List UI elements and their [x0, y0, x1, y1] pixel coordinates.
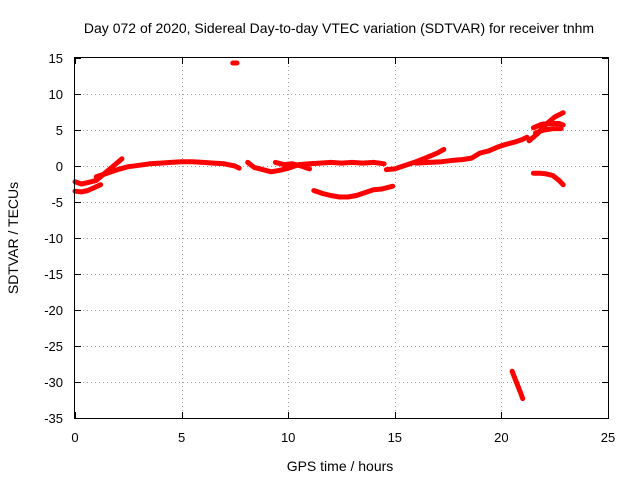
series-seg-12 — [530, 170, 566, 188]
y-tick-label: 5 — [56, 123, 63, 138]
x-tick-label: 20 — [494, 430, 508, 445]
y-tick-label: -35 — [44, 411, 63, 426]
x-tick-label: 5 — [178, 430, 185, 445]
grid-lines — [75, 58, 608, 418]
tick-labels: 0 5 10 15 20 25 15 10 5 0 -5 -10 -15 -20 -25 -30 -35 — [44, 51, 615, 445]
series-seg-13 — [509, 368, 526, 402]
y-axis-label: SDTVAR / TECUs — [5, 182, 21, 294]
series-seg-10 — [530, 121, 566, 131]
y-tick-label: -5 — [51, 195, 63, 210]
x-axis-label: GPS time / hours — [287, 458, 394, 474]
series-seg-8 — [413, 134, 530, 166]
x-tick-label: 0 — [71, 430, 78, 445]
y-tick-label: 10 — [49, 87, 63, 102]
series-seg-5 — [272, 159, 312, 172]
y-tick-label: 15 — [49, 51, 63, 66]
data-series — [72, 60, 566, 402]
y-tick-label: -15 — [44, 267, 63, 282]
x-tick-label: 15 — [388, 430, 402, 445]
series-seg-6 — [311, 183, 396, 200]
series-seg-1 — [72, 182, 104, 195]
series-seg-2 — [72, 156, 125, 187]
x-tick-label: 10 — [281, 430, 295, 445]
series-seg-4 — [245, 159, 387, 175]
y-tick-label: 0 — [56, 159, 63, 174]
y-tick-label: -20 — [44, 303, 63, 318]
series-seg-3 — [93, 159, 242, 180]
x-tick-label: 25 — [601, 430, 615, 445]
plot-area-frame — [74, 57, 609, 419]
series-seg-11 — [533, 126, 564, 136]
y-tick-label: -25 — [44, 339, 63, 354]
chart-title: Day 072 of 2020, Sidereal Day-to-day VTE… — [84, 20, 594, 36]
axis-ticks — [75, 58, 609, 419]
y-tick-label: -10 — [44, 231, 63, 246]
y-tick-label: -30 — [44, 375, 63, 390]
